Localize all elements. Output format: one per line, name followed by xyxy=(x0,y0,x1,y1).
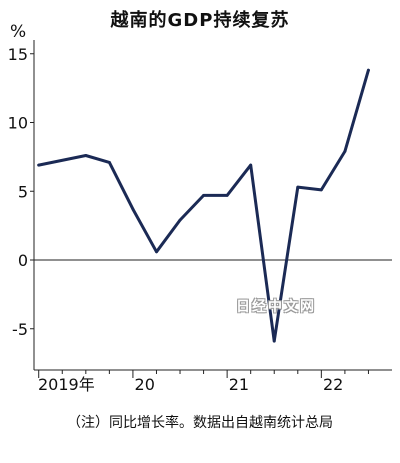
data-point xyxy=(202,193,205,197)
gdp-growth-line xyxy=(37,68,370,343)
data-point xyxy=(155,250,158,254)
data-point xyxy=(131,207,135,211)
y-tick-label: 5 xyxy=(18,182,28,201)
x-tick-label: 22 xyxy=(323,375,343,394)
footnote: （注）同比增长率。数据出自越南统计总局 xyxy=(67,415,333,431)
y-tick-label: 15 xyxy=(8,45,28,64)
data-point xyxy=(272,339,276,343)
x-tick-label: 2019年 xyxy=(38,375,95,394)
y-axis-unit: % xyxy=(10,22,27,42)
data-point xyxy=(107,160,111,164)
data-point xyxy=(178,218,182,222)
y-tick-label: 10 xyxy=(8,114,28,133)
chart-title: 越南的GDP持续复苏 xyxy=(110,10,290,31)
data-point xyxy=(296,185,300,189)
x-tick-label: 20 xyxy=(135,375,155,394)
data-point xyxy=(319,188,323,192)
data-point xyxy=(225,193,229,197)
data-point xyxy=(367,68,370,72)
data-point xyxy=(37,163,41,167)
data-point xyxy=(84,154,88,157)
y-tick-label: -5 xyxy=(12,320,28,339)
watermark: 日经中文网 xyxy=(236,299,316,315)
data-point xyxy=(249,163,253,167)
data-point xyxy=(343,149,347,153)
x-tick-label: 21 xyxy=(229,375,249,394)
y-tick-label: 0 xyxy=(18,251,28,270)
